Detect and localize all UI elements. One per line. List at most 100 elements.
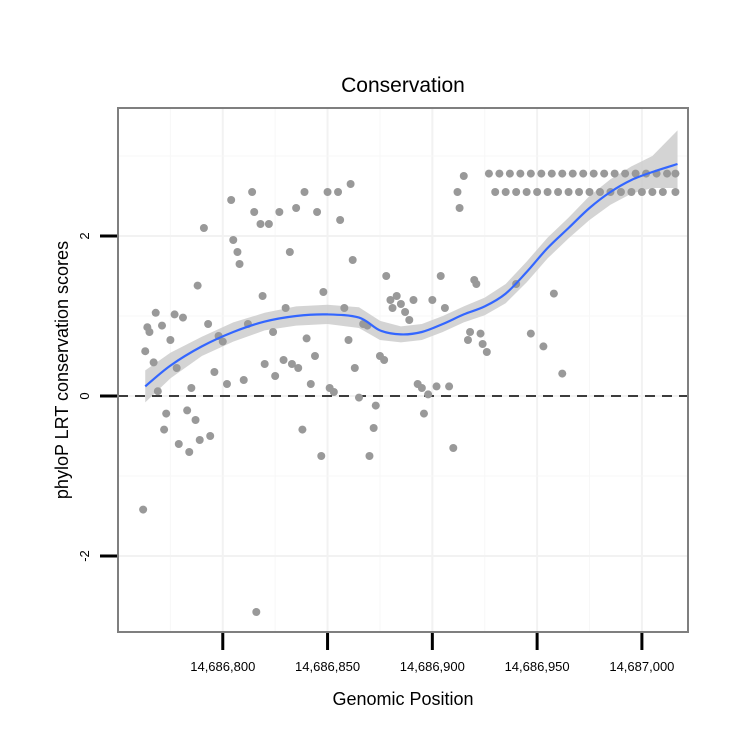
data-point: [505, 169, 514, 178]
data-point: [298, 425, 307, 434]
data-point: [417, 384, 426, 392]
data-point: [585, 188, 594, 196]
data-point: [440, 304, 449, 312]
data-point: [478, 340, 487, 348]
data-point: [166, 336, 175, 344]
data-point: [250, 208, 259, 216]
data-point: [279, 356, 288, 364]
data-point: [512, 188, 521, 196]
data-point: [344, 336, 353, 344]
data-point: [396, 300, 405, 308]
data-point: [558, 169, 567, 178]
y-tick-label: -2: [77, 550, 92, 562]
data-point: [522, 188, 531, 196]
data-point: [564, 188, 573, 196]
data-point: [206, 432, 215, 440]
data-point: [229, 236, 238, 244]
data-point: [621, 169, 630, 178]
data-point: [346, 180, 355, 188]
data-point: [292, 204, 301, 212]
data-point: [354, 393, 363, 402]
data-point: [610, 169, 619, 178]
data-point: [329, 388, 338, 396]
data-point: [350, 364, 359, 372]
data-point: [141, 347, 150, 356]
data-point: [170, 310, 179, 319]
data-point: [162, 409, 171, 418]
data-point: [392, 292, 401, 300]
data-point: [648, 188, 657, 196]
data-point: [204, 320, 213, 328]
data-point: [386, 296, 395, 304]
data-point: [558, 369, 567, 378]
data-point: [401, 308, 410, 316]
data-point: [568, 169, 577, 178]
data-point: [658, 188, 667, 196]
data-point: [153, 387, 162, 396]
data-point: [348, 256, 357, 264]
data-point: [139, 505, 148, 514]
data-point: [365, 452, 374, 460]
data-point: [222, 380, 231, 388]
data-point: [275, 208, 284, 216]
data-point: [466, 328, 475, 336]
data-point: [476, 329, 485, 338]
data-point: [554, 188, 563, 196]
data-point: [300, 188, 309, 196]
data-point: [149, 358, 158, 367]
data-point: [543, 188, 552, 196]
data-point: [671, 169, 680, 178]
data-point: [526, 169, 535, 178]
data-point: [409, 296, 418, 304]
data-point: [369, 424, 378, 432]
data-point: [281, 304, 290, 312]
data-point: [340, 304, 349, 312]
data-point: [436, 272, 445, 280]
data-point: [495, 169, 504, 178]
data-point: [516, 169, 525, 178]
data-point: [371, 401, 380, 410]
data-point: [158, 321, 167, 330]
plot-panel-border: [117, 107, 689, 633]
data-point: [380, 356, 389, 364]
data-point: [319, 288, 328, 296]
data-point: [539, 342, 548, 351]
data-point: [227, 196, 236, 204]
smooth-line: [144, 162, 678, 388]
data-point: [306, 380, 315, 388]
data-point: [178, 313, 187, 322]
data-point: [235, 260, 244, 268]
data-point: [491, 188, 500, 196]
data-point: [459, 172, 468, 180]
data-point: [233, 248, 242, 256]
data-point: [160, 425, 169, 434]
data-point: [579, 169, 588, 178]
data-point: [183, 406, 192, 415]
points-layer: [139, 169, 680, 616]
data-point: [595, 188, 604, 196]
x-tick-label: 14,686,800: [190, 659, 255, 674]
x-tick-label: 14,686,850: [295, 659, 360, 674]
data-point: [313, 208, 322, 216]
data-point: [239, 376, 248, 384]
data-point: [484, 169, 493, 178]
data-point: [600, 169, 609, 178]
data-point: [432, 382, 441, 391]
x-tick-label: 14,686,950: [505, 659, 570, 674]
data-point: [323, 188, 332, 196]
data-point: [616, 188, 625, 196]
data-point: [218, 337, 227, 346]
data-point: [549, 289, 558, 298]
x-tick-label: 14,686,900: [400, 659, 465, 674]
data-point: [193, 281, 202, 290]
data-point: [145, 328, 154, 336]
data-point: [285, 248, 294, 256]
smooth-line-layer: [144, 162, 678, 388]
data-point: [199, 224, 208, 232]
x-tick-label: 14,687,000: [609, 659, 674, 674]
chart-title: Conservation: [341, 74, 465, 97]
x-axis: 14,686,800 14,686,850 14,686,900 14,686,950…: [190, 633, 674, 674]
data-point: [187, 384, 196, 392]
data-point: [419, 409, 428, 418]
